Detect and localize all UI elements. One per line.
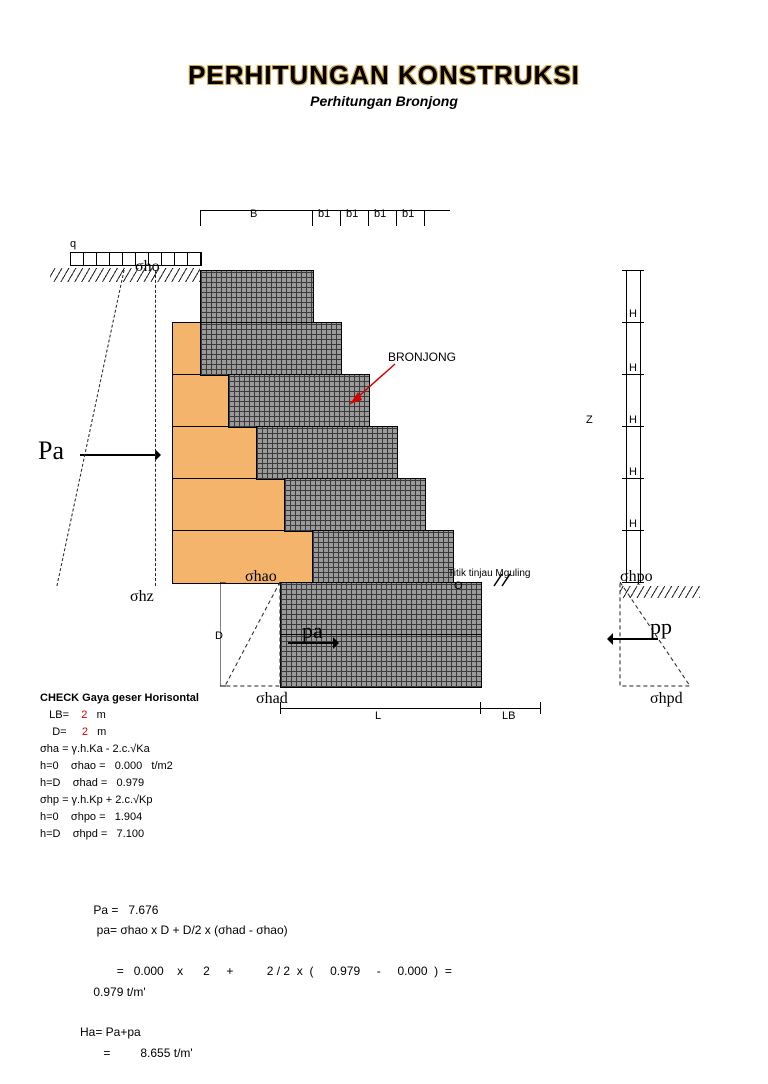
dim-tick [280,702,281,714]
pa-result: 0.979 t/m' [93,985,145,999]
LB-value: 2 [81,709,87,721]
pa-formula-text: pa= σhao x D + D/2 x (σhad - σhao) [97,923,288,937]
calc-LB: LB= 2 m [40,707,199,724]
dim-H: H [629,362,637,374]
Ha-line: Ha= Pa+pa [80,1022,465,1042]
titik-label: Titik tinjau Mguling [448,568,530,579]
lbl: σhpd = [73,828,108,840]
sigma-had-label: σhad [256,690,288,708]
dim-Z: Z [586,414,593,426]
at: h=0 [40,811,59,823]
lbl: σhao = [71,760,106,772]
bronjong-row [256,426,398,480]
val: 1.904 [115,811,143,823]
Pa-label: Pa [38,436,64,466]
pa-sub-text: = 0.000 x 2 + 2 / 2 x ( 0.979 - 0.000 ) … [117,964,452,978]
val: 0.979 [117,777,145,789]
unit: t/m2 [151,760,172,772]
calc-sigma-hpd: h=D σhpd = 7.100 [40,826,199,843]
dim-tick [622,270,644,271]
pp-arrow [608,638,658,640]
page-subtitle: Perhitungan Bronjong [0,93,768,109]
bronjong-arrow [340,362,400,412]
dim-tick [540,702,541,714]
dim-H: H [629,308,637,320]
dim-b1: b1 [402,208,414,220]
Ha-lbl: Ha= Pa+pa [80,1025,141,1039]
dim-tick [622,322,644,323]
dim-tick [622,426,644,427]
dim-bottom [280,708,540,709]
Pa-val: 7.676 [128,903,158,917]
calc-eq2: σhp = γ.h.Kp + 2.c.√Kp [40,792,199,809]
pa-sub: = 0.000 x 2 + 2 / 2 x ( 0.979 - 0.000 ) … [80,941,465,1023]
q-label: q [70,238,76,250]
dim-H: H [629,414,637,426]
bronjong-row [312,530,454,584]
pp-label: pp [650,614,672,640]
page-title: PERHITUNGAN KONSTRUKSI [0,60,768,91]
calc-sigma-hao: h=0 σhao = 0.000 t/m2 [40,758,199,775]
lbl: σhad = [73,777,108,789]
dim-LB: LB [502,710,515,722]
diagram-area: B b1 b1 b1 b1 q σho BRONJONG Pa σhz σhao… [30,210,750,770]
Pa-line: Pa = 7.676 [80,900,465,920]
calc-sigma-had: h=D σhad = 0.979 [40,775,199,792]
calc-block: CHECK Gaya geser Horisontal LB= 2 m D= 2… [40,690,199,843]
lbl: σhpo = [71,811,106,823]
at: h=D [40,777,61,789]
LB-unit: m [97,709,106,721]
backfill-block [172,530,314,584]
calc-D: D= 2 m [40,724,199,741]
at: h=D [40,828,61,840]
dim-H: H [629,466,637,478]
dim-b1: b1 [318,208,330,220]
calc-lower-block: Pa = 7.676 pa= σhao x D + D/2 x (σhad - … [80,900,465,1063]
pa-arrow [288,642,338,644]
sigma-hz-label: σhz [130,588,154,606]
dim-b1: b1 [374,208,386,220]
dim-tick [396,210,397,226]
D-value: 2 [82,726,88,738]
dim-L: L [375,710,381,722]
dim-tick [200,210,201,226]
Ha-eq: = [103,1046,110,1060]
calc-sigma-hpo: h=0 σhpo = 1.904 [40,809,199,826]
dim-H: H [629,518,637,530]
dim-tick [480,702,481,714]
D-label: D [215,630,223,642]
val: 7.100 [117,828,145,840]
dim-tick [312,210,313,226]
backfill-block [172,478,286,532]
sigma-hpd-label: σhpd [650,690,683,708]
dim-tick [622,530,644,531]
pa-label: pa [302,618,323,644]
dim-tick [340,210,341,226]
dim-tick [424,210,425,226]
Pa-lbl: Pa = [93,903,118,917]
calc-eq1: σha = γ.h.Ka - 2.c.√Ka [40,741,199,758]
pa-formula: pa= σhao x D + D/2 x (σhad - σhao) [80,920,465,940]
Ha-val-line: = 8.655 t/m' [80,1043,465,1063]
calc-heading: CHECK Gaya geser Horisontal [40,690,199,707]
Ha-val: 8.655 t/m' [140,1046,192,1060]
dim-tick [622,374,644,375]
bronjong-row [200,322,342,376]
bronjong-row [200,270,314,324]
val: 0.000 [115,760,143,772]
dim-B: B [250,208,257,220]
bronjong-row [284,478,426,532]
dim-b1: b1 [346,208,358,220]
dim-tick [368,210,369,226]
dim-tick [622,478,644,479]
dash-left [155,270,156,586]
at: h=0 [40,760,59,772]
D-unit: m [97,726,106,738]
backfill-block [172,426,258,480]
